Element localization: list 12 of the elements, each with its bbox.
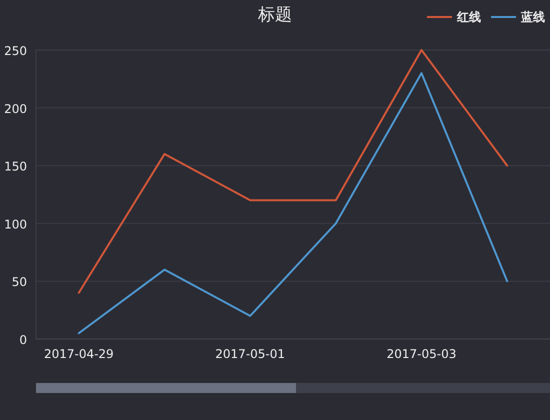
x-tick-label: 2017-05-03 bbox=[386, 347, 456, 361]
legend-label: 红线 bbox=[456, 10, 481, 24]
x-tick-label: 2017-05-01 bbox=[215, 347, 286, 361]
y-tick-label: 0 bbox=[19, 333, 27, 347]
legend-label: 蓝线 bbox=[520, 10, 545, 24]
y-tick-label: 50 bbox=[12, 275, 27, 290]
y-tick-label: 200 bbox=[4, 102, 27, 116]
x-tick-label: 2017-04-29 bbox=[44, 347, 114, 361]
chart-title: 标题 bbox=[257, 5, 292, 25]
y-tick-label: 250 bbox=[4, 44, 27, 58]
y-tick-label: 150 bbox=[4, 160, 27, 174]
y-tick-label: 100 bbox=[4, 217, 27, 232]
